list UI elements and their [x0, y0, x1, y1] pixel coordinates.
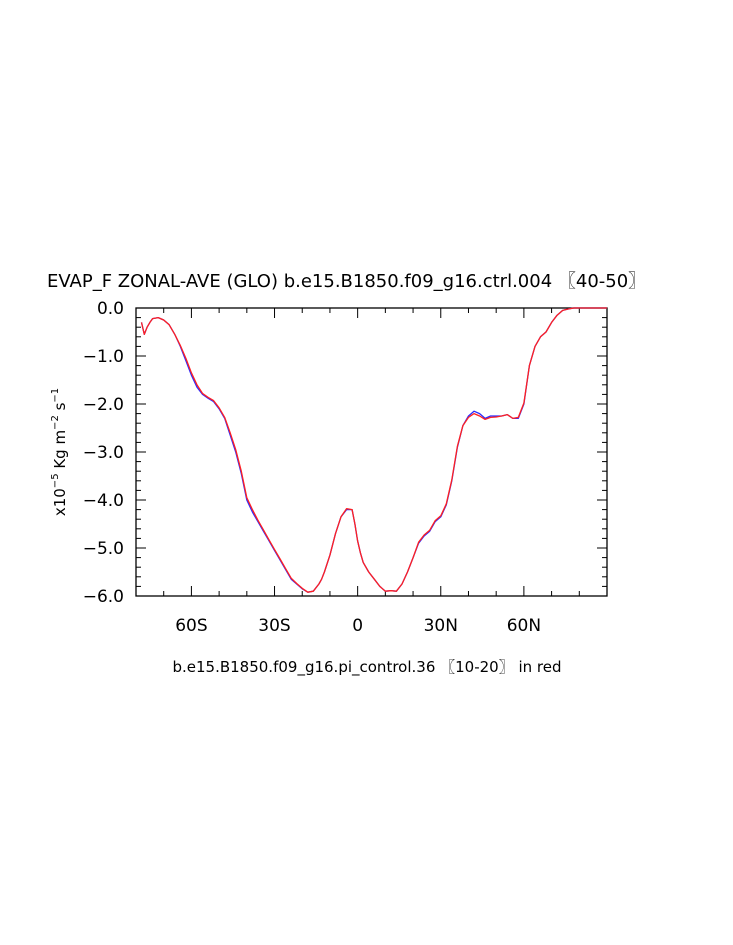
- y-axis-label-units-exp-2: −1: [50, 388, 61, 403]
- y-axis-label-exponent: −5: [50, 473, 61, 488]
- y-axis-label: x10−5 Kg m−2 s−1: [50, 388, 69, 516]
- series-layer: [140, 307, 607, 593]
- y-tick-label: −5.0: [83, 539, 124, 559]
- y-axis-label-units-1: Kg m: [51, 430, 69, 474]
- y-tick-label: −1.0: [83, 347, 124, 367]
- y-tick-label: −3.0: [83, 443, 124, 463]
- x-tick-label: 60S: [175, 616, 207, 636]
- y-axis-label-units-exp-1: −2: [50, 415, 61, 430]
- plot-frame: [135, 307, 608, 597]
- y-tick-label: −6.0: [83, 587, 124, 607]
- chart-title: EVAP_F ZONAL-AVE (GLO) b.e15.B1850.f09_g…: [47, 271, 646, 292]
- x-tick-label: 30S: [258, 616, 290, 636]
- x-axis-label: b.e15.B1850.f09_g16.pi_control.36 〖10-20…: [172, 658, 561, 677]
- y-axis-label-units-2: s: [51, 402, 69, 415]
- x-axis: 60S 30S 0 30N 60N: [163, 308, 608, 636]
- series-line-blue: [140, 307, 607, 593]
- y-tick-label: 0.0: [97, 299, 124, 319]
- y-tick-label: −4.0: [83, 491, 124, 511]
- x-tick-label: 30N: [424, 616, 458, 636]
- series-line-red: [140, 307, 607, 593]
- y-axis: 0.0 −1.0 −2.0 −3.0 −4.0 −5.0 −6.0: [83, 299, 607, 607]
- y-axis-label-prefix: x10: [51, 488, 69, 516]
- x-tick-label: 0: [352, 616, 363, 636]
- y-tick-label: −2.0: [83, 395, 124, 415]
- x-tick-label: 60N: [507, 616, 541, 636]
